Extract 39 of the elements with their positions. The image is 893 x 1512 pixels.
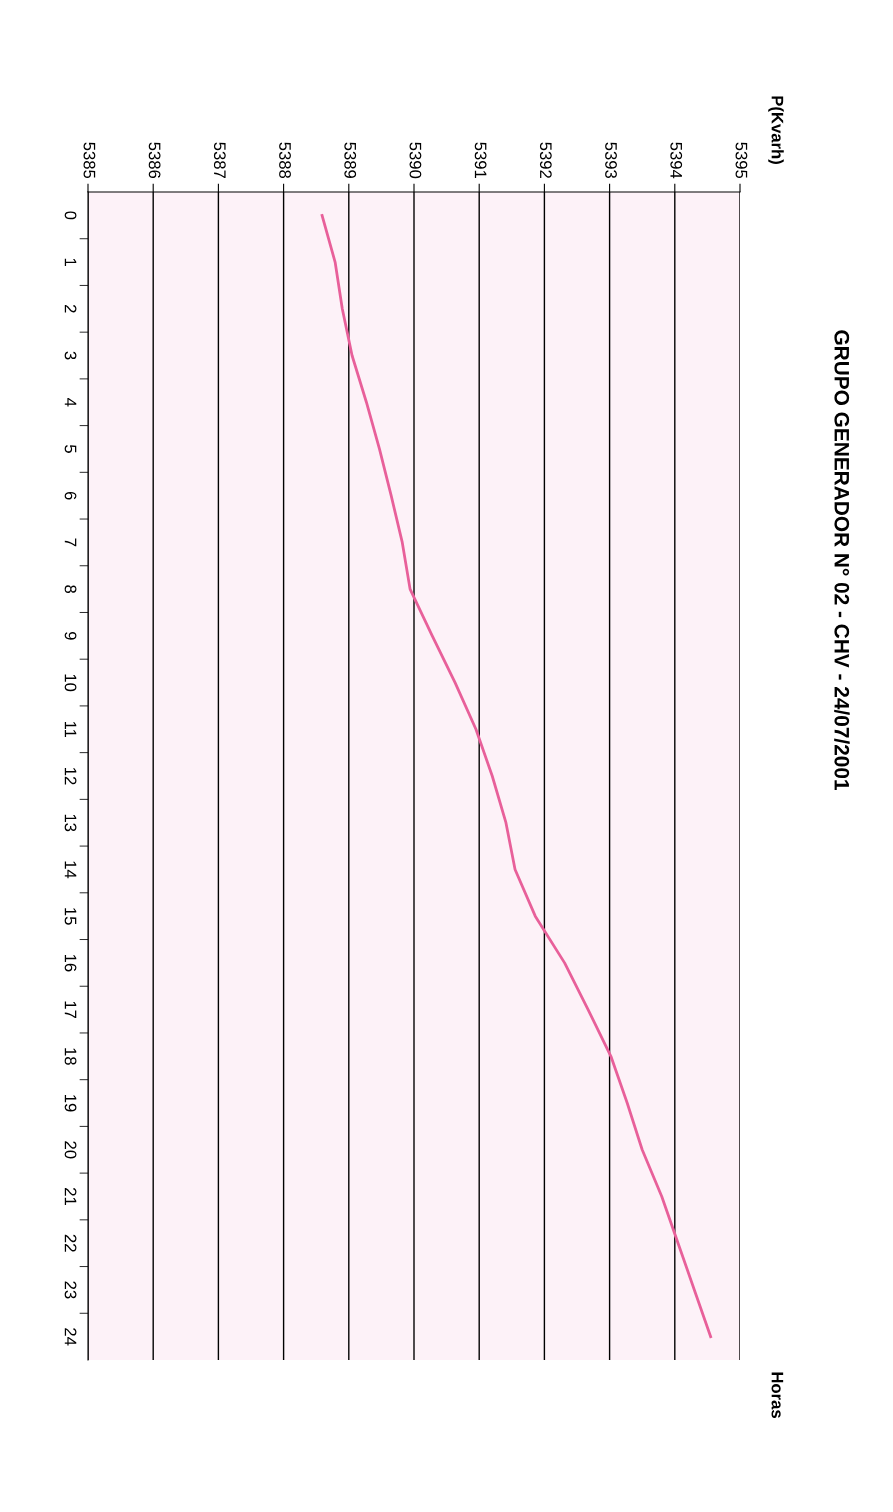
x-tick-label: 5390 (409, 142, 422, 179)
y-tick-label: 20 (64, 1141, 77, 1159)
y-tick-label: 23 (64, 1281, 77, 1299)
x-tick-label: 5394 (670, 142, 683, 179)
text: GRUPO GENERADOR N° 02 - CHV - 24/07/2001 (834, 330, 850, 790)
y-tick-label: 19 (64, 1095, 77, 1112)
y-tick-label: 14 (64, 861, 77, 879)
x-tick-label: 5388 (279, 142, 291, 179)
y-tick-label: 13 (64, 814, 77, 832)
y-tick-label: 2 (64, 305, 77, 313)
y-tick-label: 18 (64, 1048, 77, 1065)
x-tick-label: 5389 (344, 142, 357, 179)
x-tick-label: 5386 (148, 142, 161, 179)
y-tick-label: 16 (64, 954, 77, 972)
y-tick-label: 5 (64, 444, 77, 453)
x-tick-label: 5392 (539, 142, 552, 178)
y-tick-label: 17 (64, 1001, 77, 1019)
y-tick-label: 6 (64, 491, 77, 500)
y-tick-label: 11 (64, 721, 77, 738)
y-tick-label: 0 (64, 211, 77, 220)
text: Horas (771, 1372, 784, 1418)
y-tick-label: 10 (64, 674, 77, 692)
y-axis-title: P(Kvarh) (768, 96, 784, 164)
x-tick-label: 5395 (735, 142, 748, 179)
x-tick-label: 5387 (213, 142, 226, 178)
x-tick-label: 5391 (474, 142, 487, 178)
x-tick-label: 5393 (605, 142, 617, 179)
y-tick-label: 15 (64, 908, 77, 925)
y-tick-label: 9 (64, 631, 77, 640)
y-tick-label: 24 (64, 1328, 77, 1346)
y-tick-label: 8 (64, 585, 77, 594)
y-tick-label: 3 (64, 351, 77, 360)
y-tick-label: 22 (64, 1234, 77, 1252)
y-tick-label: 1 (64, 258, 77, 266)
y-tick-label: 21 (64, 1188, 77, 1205)
y-tick-label: 7 (64, 538, 77, 547)
y-tick-label: 4 (64, 397, 77, 407)
x-tick-label: 5385 (83, 142, 96, 179)
y-tick-label: 12 (64, 768, 77, 785)
